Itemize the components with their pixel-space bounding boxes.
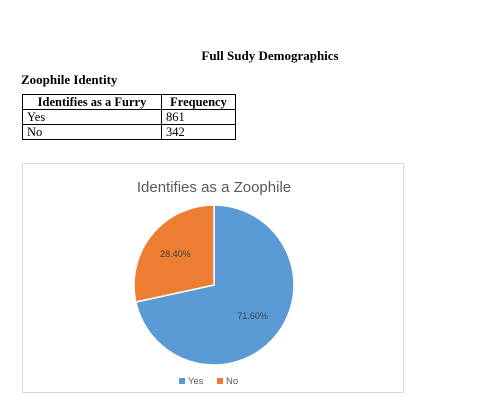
table-cell-frequency: 342: [161, 124, 236, 140]
pie-slice-no: [133, 204, 215, 303]
legend-label-no: No: [226, 376, 238, 387]
table-header-row: Identifies as a Furry Frequency: [22, 94, 236, 110]
legend-swatch-no: [217, 378, 223, 384]
table-cell-answer: No: [22, 124, 162, 140]
pie-slice-yes: [134, 204, 295, 366]
frequency-table: Identifies as a Furry Frequency Yes 861 …: [22, 94, 236, 140]
document-title: Full Sudy Demographics: [201, 48, 339, 63]
column-header-frequency: Frequency: [161, 94, 236, 110]
section-heading: Zoophile Identity: [21, 72, 118, 87]
pie-chart: Identifies as a Zoophile 71.60% 28.40% Ye…: [133, 179, 295, 387]
table-cell-frequency: 861: [161, 109, 236, 125]
data-label-no: 28.40%: [160, 249, 191, 259]
legend-swatch-yes: [179, 378, 185, 384]
pie-slices: [133, 204, 295, 366]
pie-chart-container: Identifies as a Zoophile 71.60% 28.40% Ye…: [22, 163, 404, 393]
legend-label-yes: Yes: [188, 376, 204, 387]
table-row: Yes 861: [22, 109, 236, 125]
column-header-identifies: Identifies as a Furry: [22, 94, 162, 110]
table-row: No 342: [22, 124, 236, 140]
pie-data-labels: 71.60% 28.40%: [160, 249, 268, 321]
chart-legend: Yes No: [179, 376, 238, 387]
table-cell-answer: Yes: [22, 109, 162, 125]
data-label-yes: 71.60%: [237, 311, 268, 321]
chart-title: Identifies as a Zoophile: [137, 179, 291, 196]
